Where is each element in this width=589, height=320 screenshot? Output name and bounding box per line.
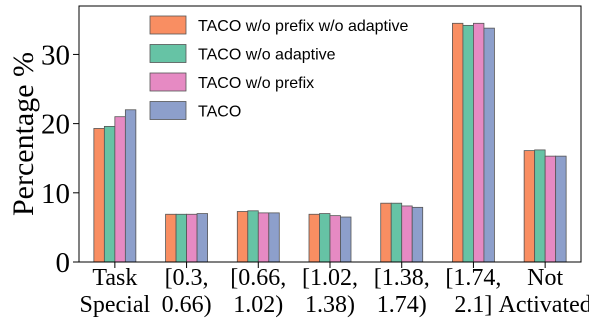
bar bbox=[308, 213, 320, 263]
x-tick-label-line: [0.3, bbox=[165, 265, 209, 291]
bar bbox=[175, 213, 187, 263]
legend-swatch bbox=[149, 101, 187, 120]
bars-group bbox=[93, 22, 567, 263]
legend-label: TACO bbox=[198, 104, 241, 121]
y-tick-label: 10 bbox=[41, 178, 70, 210]
x-tick-label-line: [1.02, bbox=[302, 265, 358, 291]
x-tick-label-line: [0.66, bbox=[230, 265, 286, 291]
x-tick-label: Task Special bbox=[80, 265, 151, 318]
x-axis: Task Special[0.3, 0.66)[0.66, 1.02)[1.02, 1.… bbox=[80, 262, 589, 318]
legend-swatch bbox=[149, 72, 187, 92]
y-axis-label: Percentage % bbox=[7, 52, 40, 216]
x-tick-label-line: Activated bbox=[498, 292, 589, 318]
y-axis: 0 10 20 30 bbox=[41, 39, 79, 279]
bar bbox=[93, 128, 105, 263]
x-tick-label-line: Not bbox=[527, 265, 563, 291]
x-tick-label-line: [1.38, bbox=[374, 265, 430, 291]
bar bbox=[247, 210, 259, 263]
x-tick-label-line: [1.74, bbox=[445, 265, 501, 291]
x-tick-label-line: 1.74) bbox=[377, 292, 427, 318]
bar bbox=[186, 213, 198, 263]
bar bbox=[329, 215, 341, 263]
bar bbox=[534, 149, 546, 263]
bar bbox=[473, 22, 485, 263]
bar bbox=[380, 202, 392, 263]
x-tick-label-line: 1.38) bbox=[305, 292, 355, 318]
legend-label: TACO w/o prefix w/o adaptive bbox=[198, 18, 409, 35]
x-tick-label: [1.74, 2.1] bbox=[445, 265, 501, 318]
x-tick-label: [1.02, 1.38) bbox=[302, 265, 358, 318]
x-tick-label-line: 2.1] bbox=[454, 292, 492, 318]
x-tick-label-line: 0.66) bbox=[162, 292, 212, 318]
x-tick-label: [0.66, 1.02) bbox=[230, 265, 286, 318]
y-tick-label: 30 bbox=[41, 39, 70, 71]
x-tick-label: [1.38, 1.74) bbox=[374, 265, 430, 318]
x-tick-label: [0.3, 0.66) bbox=[162, 265, 212, 318]
bar bbox=[236, 211, 249, 263]
x-tick-label: Not Activated bbox=[498, 265, 589, 318]
bar bbox=[196, 213, 208, 263]
x-tick-label-line: Special bbox=[80, 292, 151, 318]
y-tick-label: 0 bbox=[56, 247, 71, 279]
legend-label: TACO w/o prefix bbox=[198, 75, 314, 92]
bar bbox=[268, 212, 280, 263]
bar bbox=[483, 27, 495, 263]
bar bbox=[257, 212, 270, 263]
bar bbox=[462, 24, 474, 263]
bar bbox=[390, 202, 403, 263]
legend-swatch bbox=[149, 15, 187, 35]
bar bbox=[103, 125, 116, 263]
x-tick-label-line: Task bbox=[92, 265, 137, 291]
bar bbox=[411, 206, 424, 263]
bar bbox=[114, 116, 126, 263]
legend-swatch bbox=[149, 44, 187, 63]
legend: TACO w/o prefix w/o adaptive TACO w/o ada… bbox=[149, 15, 409, 121]
legend-label: TACO w/o adaptive bbox=[198, 47, 336, 64]
bar bbox=[401, 205, 413, 263]
bar bbox=[544, 155, 557, 263]
x-tick-label-line: 1.02) bbox=[233, 292, 283, 318]
bar bbox=[124, 109, 137, 263]
bar bbox=[555, 155, 567, 263]
y-tick-label: 20 bbox=[41, 109, 70, 141]
bar bbox=[523, 150, 536, 263]
bar bbox=[165, 213, 177, 263]
bar bbox=[319, 213, 331, 263]
bar bbox=[452, 22, 464, 263]
bar bbox=[340, 216, 352, 263]
